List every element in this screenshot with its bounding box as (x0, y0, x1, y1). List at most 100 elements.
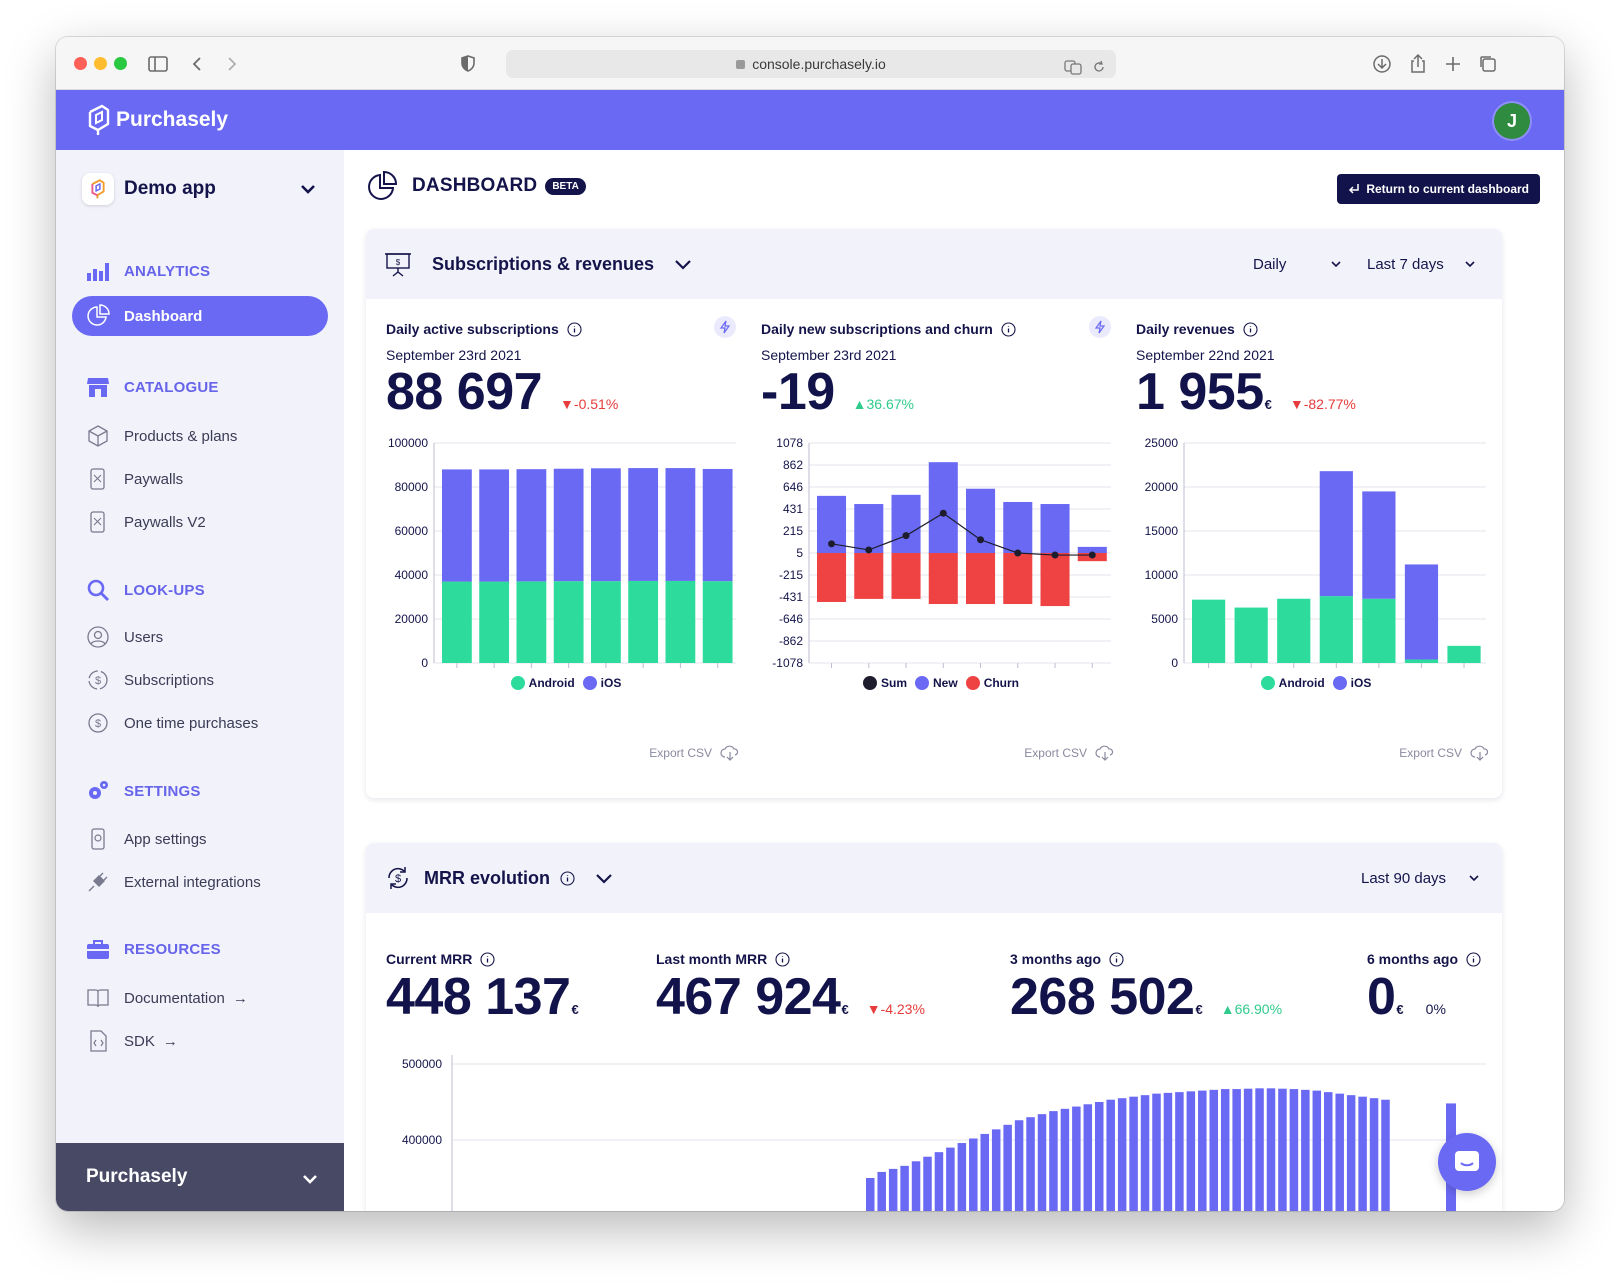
bar-android (1192, 599, 1226, 663)
sidebar-item-sdk[interactable]: SDK → (86, 1029, 178, 1053)
sidebar-item-paywalls-v2[interactable]: Paywalls V2 (86, 510, 206, 534)
stat-value: 268 502 € ▲66.90% (1010, 969, 1282, 1025)
mrr-bar (1140, 1095, 1150, 1211)
info-icon[interactable] (1001, 321, 1016, 337)
info-icon[interactable] (480, 951, 495, 967)
sidebar-item-one-time-purchases[interactable]: $ One time purchases (86, 711, 258, 735)
user-avatar[interactable]: J (1494, 103, 1530, 139)
sidebar-item-label: One time purchases (124, 714, 259, 732)
share-icon[interactable] (1406, 52, 1430, 76)
sidebar-item-label: SDK (124, 1032, 155, 1050)
export-csv-button[interactable]: Export CSV (649, 745, 740, 761)
downloads-icon[interactable] (1370, 52, 1394, 76)
info-icon[interactable] (1466, 951, 1481, 967)
legend-label: Android (528, 676, 575, 690)
legend-item[interactable]: iOS (582, 676, 621, 690)
period-select[interactable]: Last 7 days (1367, 229, 1476, 299)
sidebar-item-app-settings[interactable]: App settings (86, 827, 207, 851)
sum-point (902, 532, 910, 540)
app-selector[interactable]: Demo app (82, 169, 318, 209)
reload-icon[interactable] (1092, 56, 1106, 84)
mrr-bar (1243, 1088, 1253, 1211)
sidebar-item-users[interactable]: Users (86, 625, 163, 649)
mrr-bar (1255, 1088, 1264, 1211)
daily-revenues-panel: Daily revenues September 22nd 2021 1 955… (1136, 320, 1496, 761)
back-icon[interactable] (186, 52, 210, 76)
stat-title-text: Last month MRR (656, 951, 768, 967)
card-header: $ Subscriptions & revenues Daily Last 7 … (366, 229, 1502, 299)
legend-swatch (862, 676, 877, 690)
legend-item[interactable]: Sum (862, 676, 907, 690)
phone-paywall-icon (90, 511, 105, 533)
chevron-down-icon[interactable] (593, 867, 615, 889)
gears-icon (89, 781, 108, 799)
mrr-bar (1220, 1089, 1230, 1211)
legend-swatch (582, 676, 597, 690)
minimize-window-button[interactable] (94, 57, 107, 70)
mrr-bar (934, 1152, 944, 1211)
analytics-title: ANALYTICS (124, 262, 211, 280)
info-icon[interactable] (775, 951, 790, 967)
panel-date: September 22nd 2021 (1136, 347, 1275, 363)
export-csv-button[interactable]: Export CSV (1024, 745, 1115, 761)
legend-item[interactable]: Churn (965, 676, 1019, 690)
sidebar-item-external-integrations[interactable]: External integrations (86, 870, 261, 894)
legend-item[interactable]: Android (1260, 676, 1325, 690)
sidebar-toggle-icon[interactable] (146, 52, 170, 76)
sidebar-item-label: Subscriptions (124, 671, 215, 689)
sidebar-item-label: Documentation (124, 989, 225, 1007)
info-icon[interactable] (560, 870, 575, 886)
period-value: Last 7 days (1367, 255, 1444, 273)
forward-icon[interactable] (219, 52, 243, 76)
mrr-evolution-card: $ MRR evolution Last 90 days Current MRR… (366, 843, 1502, 1211)
new-tab-icon[interactable] (1441, 52, 1465, 76)
bar-ios (702, 468, 733, 582)
translate-icon[interactable] (1064, 56, 1082, 84)
sidebar-item-dashboard[interactable]: Dashboard (72, 296, 328, 336)
bar-android (479, 581, 510, 663)
zoom-window-button[interactable] (114, 57, 127, 70)
chevron-down-icon (301, 185, 315, 194)
export-label: Export CSV (1399, 746, 1462, 760)
return-dashboard-button[interactable]: Return to current dashboard (1337, 174, 1540, 204)
bolt-icon[interactable] (714, 316, 736, 338)
address-bar[interactable]: console.purchasely.io (506, 50, 1116, 78)
org-switcher[interactable]: Purchasely (56, 1143, 344, 1211)
legend-item[interactable]: Android (510, 676, 575, 690)
sidebar-item-subscriptions[interactable]: $ Subscriptions (86, 668, 214, 692)
settings-title: SETTINGS (124, 782, 201, 800)
mrr-bar (911, 1161, 921, 1211)
legend-item[interactable]: New (915, 676, 958, 690)
bolt-icon[interactable] (1089, 316, 1111, 338)
shield-icon[interactable] (456, 52, 480, 76)
bar-ios (1404, 564, 1439, 660)
pie-chart-icon (87, 304, 110, 326)
mrr-bar (1072, 1106, 1081, 1211)
panel-title: Daily active subscriptions (386, 320, 746, 338)
close-window-button[interactable] (74, 57, 87, 70)
legend-item[interactable]: iOS (1332, 676, 1371, 690)
y-tick-label: 20000 (395, 612, 429, 626)
sidebar-item-products-plans[interactable]: Products & plans (86, 424, 237, 448)
y-tick-label: 25000 (1145, 436, 1179, 450)
sum-point (865, 546, 873, 554)
sidebar-item-documentation[interactable]: Documentation → (86, 986, 248, 1010)
sidebar-item-paywalls[interactable]: Paywalls (86, 467, 183, 491)
info-icon[interactable] (567, 321, 582, 337)
bar-android (702, 581, 733, 663)
mrr-bar (1037, 1114, 1047, 1211)
mrr-bar (1312, 1090, 1322, 1211)
mrr-period-select[interactable]: Last 90 days (1361, 843, 1480, 913)
chat-launcher-button[interactable] (1438, 1133, 1496, 1191)
export-csv-button[interactable]: Export CSV (1399, 745, 1490, 761)
delta-value: 36.67% (866, 396, 914, 412)
sidebar-item-label: App settings (124, 830, 207, 848)
chevron-down-icon[interactable] (672, 253, 694, 275)
tab-overview-icon[interactable] (1476, 52, 1500, 76)
info-icon[interactable] (1109, 951, 1124, 967)
info-icon[interactable] (1243, 321, 1258, 337)
brand-logo[interactable]: Purchasely (86, 102, 228, 138)
delta-value: -82.77% (1303, 396, 1356, 412)
y-tick-label: 60000 (395, 524, 429, 538)
granularity-select[interactable]: Daily (1253, 229, 1342, 299)
